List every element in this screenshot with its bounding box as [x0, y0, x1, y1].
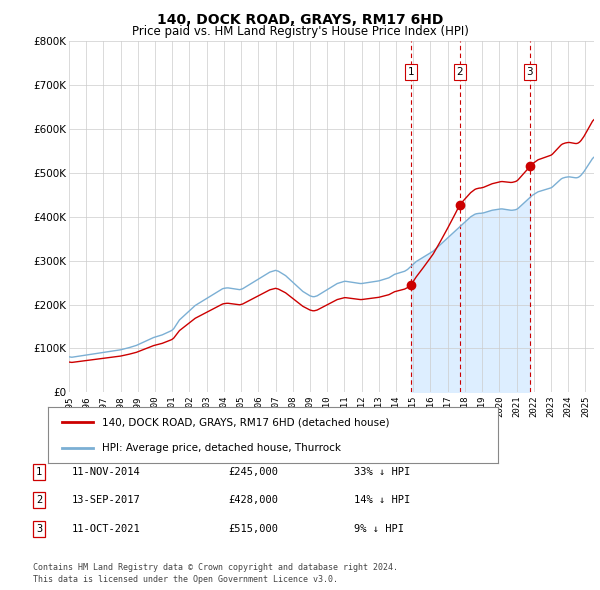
Text: 3: 3: [527, 67, 533, 77]
Text: Price paid vs. HM Land Registry's House Price Index (HPI): Price paid vs. HM Land Registry's House …: [131, 25, 469, 38]
Text: £428,000: £428,000: [228, 496, 278, 505]
Text: 33% ↓ HPI: 33% ↓ HPI: [354, 467, 410, 477]
Text: 14% ↓ HPI: 14% ↓ HPI: [354, 496, 410, 505]
Text: £245,000: £245,000: [228, 467, 278, 477]
Text: 11-NOV-2014: 11-NOV-2014: [72, 467, 141, 477]
Text: 2: 2: [36, 496, 42, 505]
Text: This data is licensed under the Open Government Licence v3.0.: This data is licensed under the Open Gov…: [33, 575, 338, 584]
Text: 1: 1: [36, 467, 42, 477]
Text: Contains HM Land Registry data © Crown copyright and database right 2024.: Contains HM Land Registry data © Crown c…: [33, 563, 398, 572]
Text: 9% ↓ HPI: 9% ↓ HPI: [354, 524, 404, 533]
Text: 1: 1: [408, 67, 415, 77]
Text: HPI: Average price, detached house, Thurrock: HPI: Average price, detached house, Thur…: [102, 443, 341, 453]
Text: £515,000: £515,000: [228, 524, 278, 533]
Text: 11-OCT-2021: 11-OCT-2021: [72, 524, 141, 533]
Text: 13-SEP-2017: 13-SEP-2017: [72, 496, 141, 505]
Text: 3: 3: [36, 524, 42, 533]
Text: 2: 2: [457, 67, 463, 77]
Text: 140, DOCK ROAD, GRAYS, RM17 6HD (detached house): 140, DOCK ROAD, GRAYS, RM17 6HD (detache…: [102, 417, 389, 427]
Text: 140, DOCK ROAD, GRAYS, RM17 6HD: 140, DOCK ROAD, GRAYS, RM17 6HD: [157, 13, 443, 27]
